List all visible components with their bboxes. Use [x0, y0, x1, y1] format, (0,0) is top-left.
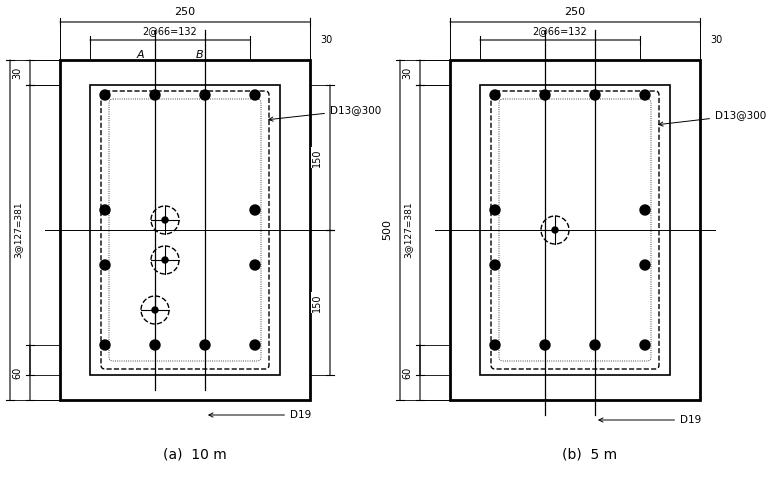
Circle shape — [250, 340, 260, 350]
Text: 250: 250 — [174, 7, 195, 17]
Text: 30: 30 — [402, 66, 412, 79]
Circle shape — [250, 90, 260, 100]
Circle shape — [552, 227, 558, 233]
Circle shape — [640, 260, 650, 270]
Circle shape — [540, 90, 550, 100]
Text: 3@127=381: 3@127=381 — [403, 202, 412, 258]
Text: 500: 500 — [0, 219, 2, 240]
Text: 500: 500 — [382, 219, 392, 240]
Text: 60: 60 — [12, 366, 22, 379]
Bar — [60, 60, 310, 400]
Text: A: A — [136, 50, 144, 60]
Circle shape — [150, 90, 160, 100]
Text: 3@127=381: 3@127=381 — [13, 202, 22, 258]
Circle shape — [640, 205, 650, 215]
Circle shape — [490, 90, 500, 100]
Text: 30: 30 — [320, 35, 332, 45]
Circle shape — [640, 90, 650, 100]
Circle shape — [100, 340, 110, 350]
Text: (a)  10 m: (a) 10 m — [163, 448, 227, 462]
Text: 2@66=132: 2@66=132 — [533, 26, 587, 36]
Circle shape — [540, 340, 550, 350]
Circle shape — [490, 340, 500, 350]
Circle shape — [200, 340, 210, 350]
Text: D13@300: D13@300 — [659, 110, 767, 126]
Circle shape — [200, 90, 210, 100]
Circle shape — [100, 205, 110, 215]
Circle shape — [162, 257, 168, 263]
Circle shape — [162, 217, 168, 223]
Text: 250: 250 — [564, 7, 586, 17]
Circle shape — [490, 260, 500, 270]
Text: D19: D19 — [209, 410, 311, 420]
Circle shape — [150, 340, 160, 350]
Circle shape — [590, 90, 600, 100]
Bar — [480, 85, 670, 375]
Circle shape — [250, 260, 260, 270]
Text: 150: 150 — [312, 148, 322, 167]
Circle shape — [490, 205, 500, 215]
Circle shape — [100, 90, 110, 100]
Text: 30: 30 — [12, 66, 22, 79]
Text: D13@300: D13@300 — [269, 105, 381, 121]
Text: 60: 60 — [402, 366, 412, 379]
Circle shape — [152, 307, 158, 313]
Circle shape — [250, 205, 260, 215]
Circle shape — [100, 260, 110, 270]
Text: 2@66=132: 2@66=132 — [143, 26, 198, 36]
Circle shape — [590, 340, 600, 350]
Text: B: B — [196, 50, 204, 60]
Bar — [450, 60, 700, 400]
Text: 150: 150 — [312, 293, 322, 312]
Circle shape — [640, 340, 650, 350]
Text: (b)  5 m: (b) 5 m — [563, 448, 618, 462]
Text: 30: 30 — [710, 35, 723, 45]
Bar — [90, 85, 280, 375]
Text: D19: D19 — [599, 415, 701, 425]
